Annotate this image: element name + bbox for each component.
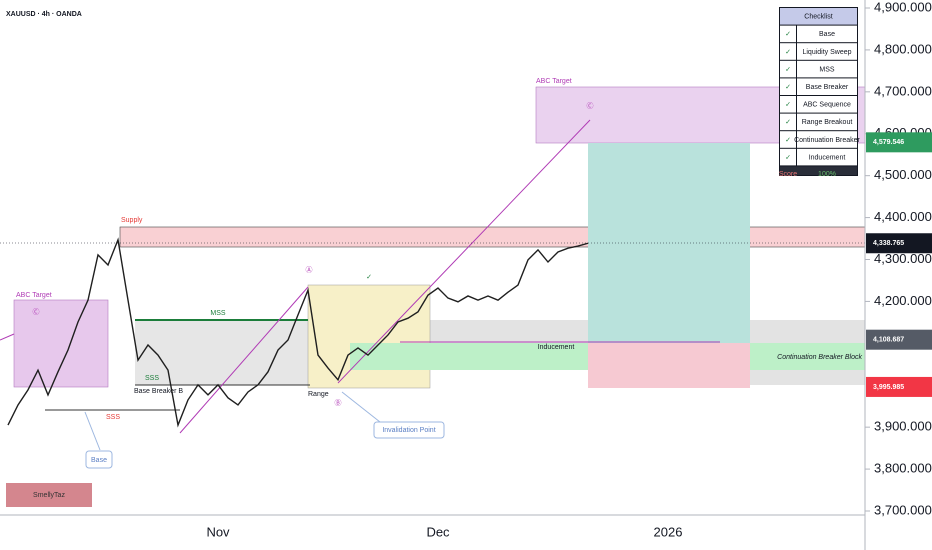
price-label-box [866,132,932,153]
annotation: Ⓒ [587,102,594,110]
checklist-score-row [780,166,857,175]
y-tick-label: 4,500.000 [874,167,932,182]
y-tick-label: 4,400.000 [874,209,932,224]
range-box [307,284,431,389]
range-zone [135,320,310,385]
checklist-cell [780,78,796,95]
checklist-item: Inducement [809,154,846,161]
abc-line [337,119,591,384]
annotation: Ⓐ [306,266,313,274]
checklist-cell [797,96,857,113]
x-tick-label: 2026 [654,524,683,539]
annotation: Inducement [538,344,575,351]
callout-box [85,450,113,469]
checklist-cell [780,96,796,113]
callout-line [341,391,381,423]
score-value: 100% [818,171,836,178]
annotation: MSS [210,310,226,317]
checklist-item: Range Breakout [802,119,853,126]
checklist-cell [797,131,857,148]
y-tick-label: 4,200.000 [874,293,932,308]
checklist-item: ABC Sequence [803,102,851,109]
check-mark: ✓ [785,31,791,38]
checklist-cell [780,113,796,131]
price-label-box [866,233,932,254]
checklist-item: Liquidity Sweep [802,49,851,56]
annotation: Ⓒ [33,308,40,316]
abc-line [0,333,15,341]
annotation: Base Breaker B [134,388,183,395]
price-line [7,237,589,428]
y-tick-label: 4,700.000 [874,83,932,98]
checklist-cell [780,25,796,43]
checklist-cell [797,43,857,60]
checklist-title: Checklist [804,14,832,21]
callout-box [373,421,445,439]
annotation: Range [308,391,329,398]
x-tick-label: Nov [206,524,230,539]
checklist-cell [780,60,796,78]
price-label: 4,579.546 [873,139,904,146]
check-mark: ✓ [785,49,791,56]
range-zone [750,370,865,385]
y-tick-label: 3,700.000 [874,502,932,517]
price-label: 4,338.765 [873,240,904,247]
annotation: ✓ [366,274,372,281]
y-tick-label: 4,900.000 [874,0,932,14]
checklist-item: Continuation Breaker [794,137,860,144]
abc-target-zone [13,299,109,388]
price-label-box [866,376,932,397]
price-label: 3,995.985 [873,384,904,391]
annotation: SSS [106,414,120,421]
annotation: Ⓑ [335,399,342,407]
y-tick-label: 4,300.000 [874,251,932,266]
price-label-box [866,329,932,350]
chart-title: XAUUSD · 4h · OANDA [6,11,82,18]
check-mark: ✓ [785,84,791,91]
annotation: SSS [145,375,159,382]
checklist-cell [797,113,857,131]
supply-zone [119,226,866,248]
check-mark: ✓ [785,137,791,144]
annotation: Base [91,457,107,464]
check-mark: ✓ [785,154,791,161]
check-mark: ✓ [785,66,791,73]
checklist-cell [797,78,857,95]
x-tick-label: Dec [426,524,450,539]
checklist-cell [780,131,796,148]
checklist-item: Base Breaker [806,84,849,91]
check-mark: ✓ [785,119,791,126]
annotation: ABC Target [536,78,572,85]
annotation: Continuation Breaker Block [777,354,862,361]
checklist-cell [797,148,857,166]
annotation: ABC Target [16,292,52,299]
y-tick-label: 4,800.000 [874,41,932,56]
checklist-cell [797,25,857,43]
checklist: Checklist ✓ Base ✓ Liquidity Sweep ✓ MSS ✓ Base … [779,7,861,178]
watermark: SmellyTaz [33,492,65,499]
y-tick-label: 3,800.000 [874,461,932,476]
checklist-cell [797,60,857,78]
callout-line [84,411,101,451]
checklist-header [780,8,857,25]
checklist-item: MSS [819,66,835,73]
checklist-cell [780,43,796,60]
annotation: Supply [121,217,143,224]
score-label: Score [779,171,797,178]
check-mark: ✓ [785,102,791,109]
annotation: Invalidation Point [382,427,435,434]
y-tick-label: 3,900.000 [874,419,932,434]
checklist-item: Base [819,31,835,38]
watermark-box [6,483,92,507]
price-label: 4,108.687 [873,337,904,344]
abc-line [179,286,309,434]
checklist-cell [780,148,796,166]
stop-zone [588,343,750,388]
